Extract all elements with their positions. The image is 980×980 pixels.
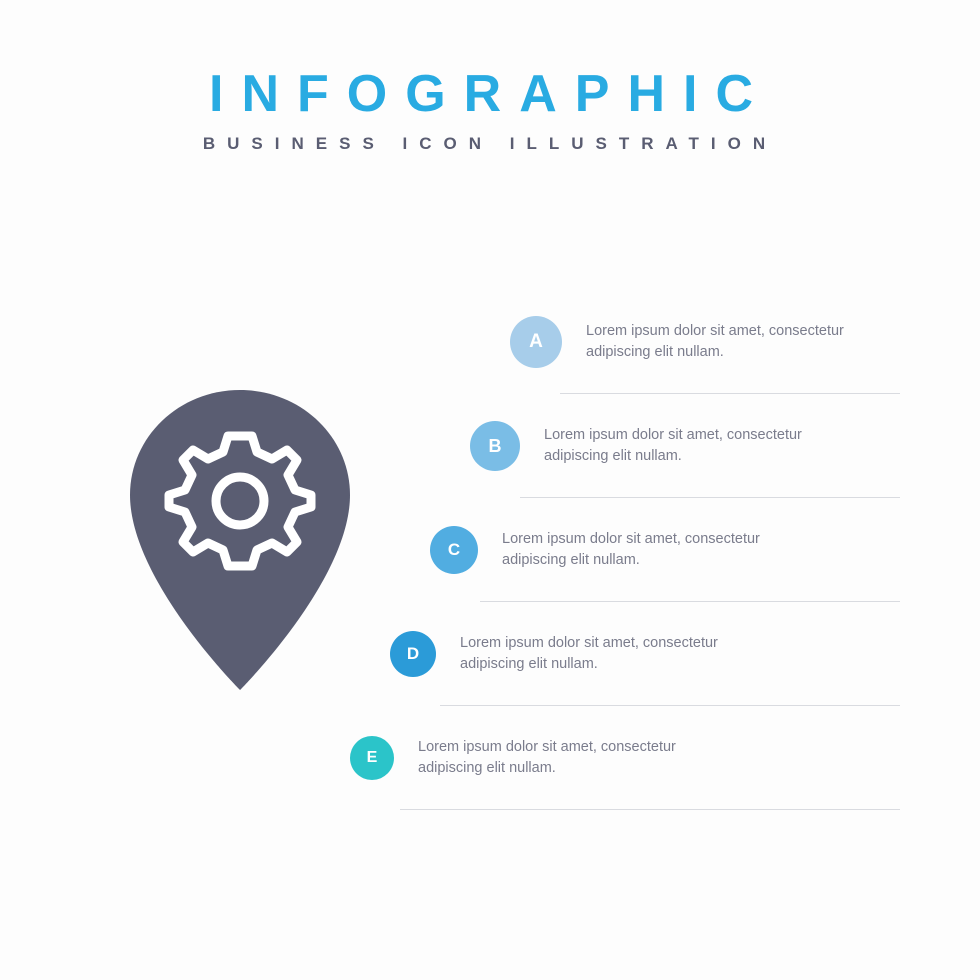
step-d: D Lorem ipsum dolor sit amet, consectetu… (380, 602, 900, 706)
steps-list: A Lorem ipsum dolor sit amet, consectetu… (380, 290, 900, 810)
step-text-c: Lorem ipsum dolor sit amet, consectetur … (502, 529, 812, 571)
step-text-d: Lorem ipsum dolor sit amet, consectetur … (460, 633, 770, 675)
step-bubble-a: A (510, 316, 562, 368)
header: INFOGRAPHIC BUSINESS ICON ILLUSTRATION (0, 0, 980, 154)
page-title: INFOGRAPHIC (0, 64, 980, 124)
step-text-e: Lorem ipsum dolor sit amet, consectetur … (418, 737, 728, 779)
step-bubble-c: C (430, 526, 478, 574)
step-bubble-e: E (350, 736, 394, 780)
step-e: E Lorem ipsum dolor sit amet, consectetu… (380, 706, 900, 810)
page-subtitle: BUSINESS ICON ILLUSTRATION (0, 134, 980, 154)
step-bubble-b: B (470, 421, 520, 471)
step-a: A Lorem ipsum dolor sit amet, consectetu… (380, 290, 900, 394)
step-b: B Lorem ipsum dolor sit amet, consectetu… (380, 394, 900, 498)
step-bubble-d: D (390, 631, 436, 677)
location-gear-icon (130, 390, 350, 690)
step-text-a: Lorem ipsum dolor sit amet, consectetur … (586, 321, 896, 363)
step-c: C Lorem ipsum dolor sit amet, consectetu… (380, 498, 900, 602)
step-text-b: Lorem ipsum dolor sit amet, consectetur … (544, 425, 854, 467)
